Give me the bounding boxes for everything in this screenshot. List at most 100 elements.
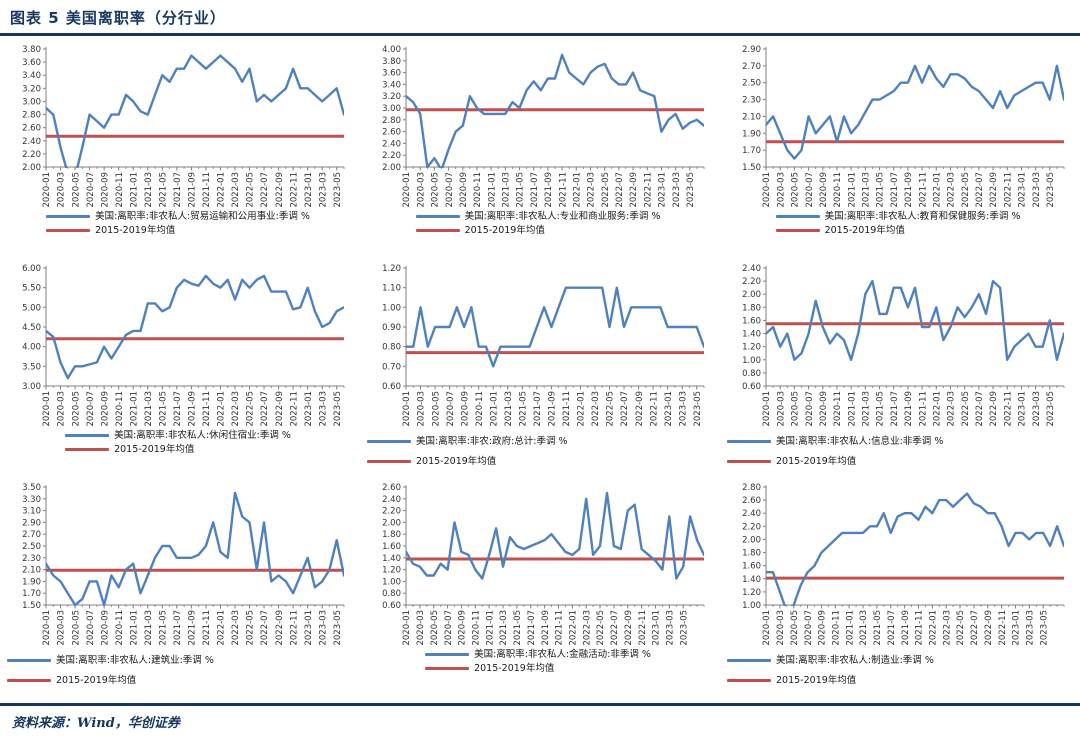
svg-text:2020-01: 2020-01 xyxy=(762,610,772,646)
svg-text:2020-09: 2020-09 xyxy=(819,172,829,208)
svg-text:2023-03: 2023-03 xyxy=(666,610,676,646)
svg-text:2021-03: 2021-03 xyxy=(859,610,869,646)
svg-text:2022-07: 2022-07 xyxy=(260,391,270,427)
svg-text:2022-09: 2022-09 xyxy=(989,391,999,427)
svg-text:2020-01: 2020-01 xyxy=(402,610,412,646)
svg-text:2021-09: 2021-09 xyxy=(188,610,198,646)
svg-text:2022-11: 2022-11 xyxy=(289,391,299,427)
legend-series-label: 美国:离职率:非农私人:金融活动:非季调 % xyxy=(474,649,651,660)
series-line-3 xyxy=(46,274,344,380)
average-swatch-icon xyxy=(425,667,470,670)
legend-box-5: 美国:离职率:非农私人:信息业:非季调 % 2015-2019年均值 xyxy=(720,429,1076,469)
svg-text:2021-07: 2021-07 xyxy=(533,391,543,427)
svg-text:2020-11: 2020-11 xyxy=(833,391,843,427)
svg-text:2021-05: 2021-05 xyxy=(873,610,883,646)
svg-text:2022-01: 2022-01 xyxy=(217,610,227,646)
svg-text:2.40: 2.40 xyxy=(742,509,761,519)
svg-text:2021-03: 2021-03 xyxy=(144,391,154,427)
svg-text:2020-07: 2020-07 xyxy=(86,610,96,646)
svg-text:2020-11: 2020-11 xyxy=(832,610,842,646)
legend-series-0: 美国:离职率:非农私人:贸易运输和公用事业:季调 % xyxy=(46,210,310,224)
svg-text:2023-01: 2023-01 xyxy=(304,172,314,208)
svg-text:2020-01: 2020-01 xyxy=(42,610,52,646)
svg-text:2023-03: 2023-03 xyxy=(1032,391,1042,427)
svg-text:2023-01: 2023-01 xyxy=(658,172,668,208)
svg-text:2.40: 2.40 xyxy=(382,495,401,505)
legend-average-3: 2015-2019年均值 xyxy=(65,443,291,457)
svg-text:2020-01: 2020-01 xyxy=(402,172,412,208)
svg-text:2020-07: 2020-07 xyxy=(86,391,96,427)
svg-text:2023-05: 2023-05 xyxy=(1046,172,1056,208)
svg-text:2022-11: 2022-11 xyxy=(643,172,653,208)
svg-text:2023-05: 2023-05 xyxy=(333,172,343,208)
svg-text:2.60: 2.60 xyxy=(382,483,401,493)
svg-text:2.30: 2.30 xyxy=(22,554,41,564)
svg-text:3.50: 3.50 xyxy=(22,362,41,372)
svg-text:2022-03: 2022-03 xyxy=(231,610,241,646)
series-swatch-icon xyxy=(727,440,771,443)
svg-text:2.20: 2.20 xyxy=(382,151,401,161)
svg-text:2.50: 2.50 xyxy=(22,542,41,552)
svg-text:2022-07: 2022-07 xyxy=(620,391,630,427)
svg-text:2022-07: 2022-07 xyxy=(970,610,980,646)
svg-text:2.60: 2.60 xyxy=(22,124,41,134)
series-swatch-icon xyxy=(415,215,460,218)
title-rule xyxy=(0,33,1080,36)
svg-text:2021-01: 2021-01 xyxy=(847,172,857,208)
svg-text:2020-11: 2020-11 xyxy=(472,610,482,646)
svg-text:2.20: 2.20 xyxy=(742,277,761,287)
svg-text:3.40: 3.40 xyxy=(22,71,41,81)
svg-text:2021-01: 2021-01 xyxy=(487,172,497,208)
svg-text:2022-05: 2022-05 xyxy=(246,172,256,208)
svg-text:2021-09: 2021-09 xyxy=(188,391,198,427)
legend-average-label: 2015-2019年均值 xyxy=(824,225,905,236)
svg-text:2020-07: 2020-07 xyxy=(86,172,96,208)
average-swatch-icon xyxy=(775,229,820,232)
svg-text:2021-05: 2021-05 xyxy=(158,610,168,646)
legend-series-label: 美国:离职率:非农私人:信息业:非季调 % xyxy=(776,436,944,447)
svg-text:1.60: 1.60 xyxy=(382,542,401,552)
svg-text:2021-05: 2021-05 xyxy=(158,391,168,427)
svg-text:2021-07: 2021-07 xyxy=(890,391,900,427)
svg-text:2022-11: 2022-11 xyxy=(1003,172,1013,208)
svg-text:3.80: 3.80 xyxy=(382,57,401,67)
svg-text:3.00: 3.00 xyxy=(22,382,41,392)
svg-text:2.00: 2.00 xyxy=(742,290,761,300)
svg-text:2020-11: 2020-11 xyxy=(475,391,485,427)
chart-legend-2: 美国:离职率:非农私人:教育和保健服务:季调 % 2015-2019年均值 xyxy=(720,210,1076,238)
series-line-1 xyxy=(406,53,704,168)
svg-text:2.00: 2.00 xyxy=(382,163,401,173)
svg-text:1.60: 1.60 xyxy=(742,316,761,326)
svg-text:2022-03: 2022-03 xyxy=(582,610,592,646)
svg-text:1.90: 1.90 xyxy=(22,577,41,587)
chart-cell-4: 1.20 1.10 1.00 0.90 0.80 0.70 0.60 2020-01 2020-… xyxy=(360,260,720,479)
series-line-8 xyxy=(766,492,1064,606)
legend-average-8: 2015-2019年均值 xyxy=(727,674,856,688)
svg-text:2020-09: 2020-09 xyxy=(458,610,468,646)
svg-text:1.00: 1.00 xyxy=(742,601,761,611)
svg-text:4.00: 4.00 xyxy=(22,343,41,353)
svg-text:2021-01: 2021-01 xyxy=(485,610,495,646)
legend-average-label: 2015-2019年均值 xyxy=(416,456,497,467)
svg-text:2020-09: 2020-09 xyxy=(819,391,829,427)
series-swatch-icon xyxy=(425,653,470,656)
svg-text:2020-03: 2020-03 xyxy=(776,610,786,646)
svg-text:2020-09: 2020-09 xyxy=(459,172,469,208)
legend-box-2: 美国:离职率:非农私人:教育和保健服务:季调 % 2015-2019年均值 xyxy=(775,210,1020,238)
chart-legend-7: 美国:离职率:非农私人:金融活动:非季调 % 2015-2019年均值 xyxy=(360,648,716,676)
svg-text:2021-11: 2021-11 xyxy=(562,391,572,427)
svg-text:2020-11: 2020-11 xyxy=(115,391,125,427)
legend-average-5: 2015-2019年均值 xyxy=(727,455,856,469)
svg-text:2022-03: 2022-03 xyxy=(231,391,241,427)
report-footer: 资料来源：Wind，华创证券 xyxy=(0,703,1080,731)
legend-average-1: 2015-2019年均值 xyxy=(415,224,661,238)
svg-text:2020-05: 2020-05 xyxy=(431,391,441,427)
svg-text:1.10: 1.10 xyxy=(382,284,401,294)
svg-text:2020-03: 2020-03 xyxy=(416,172,426,208)
svg-text:2023-05: 2023-05 xyxy=(693,391,703,427)
svg-text:2.50: 2.50 xyxy=(742,79,761,89)
svg-text:2.40: 2.40 xyxy=(382,139,401,149)
svg-text:2.80: 2.80 xyxy=(382,116,401,126)
svg-text:2022-05: 2022-05 xyxy=(246,610,256,646)
legend-average-label: 2015-2019年均值 xyxy=(776,675,857,686)
